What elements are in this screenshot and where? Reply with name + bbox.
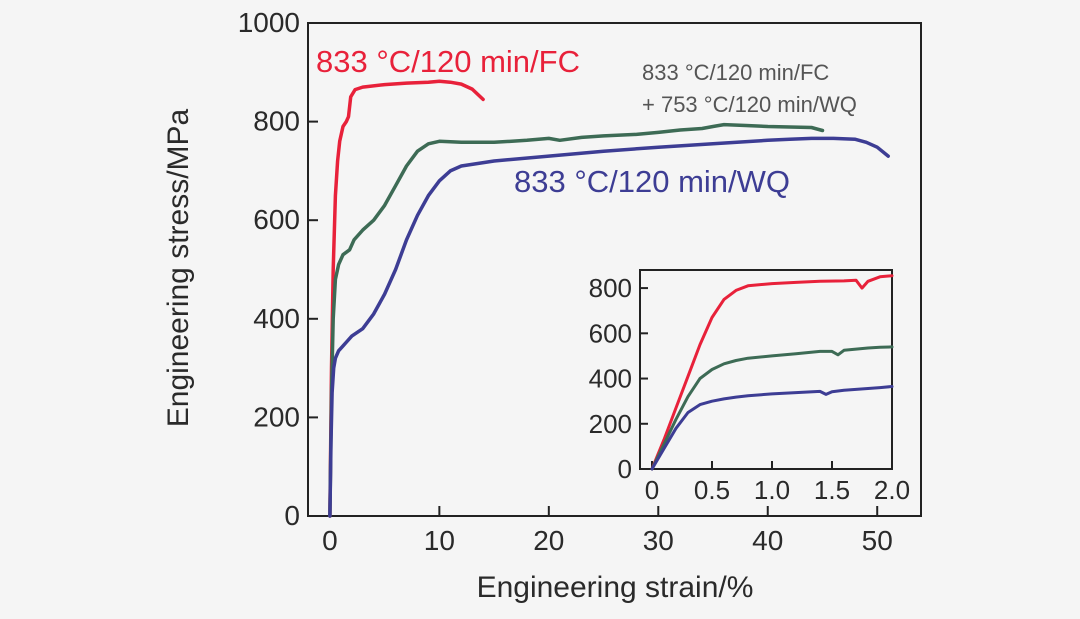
inset-axes-box bbox=[639, 269, 893, 470]
main-plot-frame bbox=[307, 22, 922, 517]
inset-x-tick-label: 1.0 bbox=[754, 475, 790, 505]
main-y-tick-label: 600 bbox=[253, 204, 300, 235]
main-series-line-2 bbox=[328, 136, 890, 518]
inset-y-tick-label: 600 bbox=[589, 318, 632, 348]
main-x-tick-label: 30 bbox=[643, 525, 674, 556]
series-label-fc-wq-line2: + 753 °C/120 min/WQ bbox=[642, 92, 857, 117]
inset-y-tick-label: 200 bbox=[589, 409, 632, 439]
inset-x-tick-label: 2.0 bbox=[874, 475, 910, 505]
main-x-tick-label: 20 bbox=[533, 525, 564, 556]
main-tick-layer: 0 10 20 30 40 50 0 200 400 600 800 1000 bbox=[238, 7, 893, 556]
main-y-tick-label: 200 bbox=[253, 401, 300, 432]
inset-x-tick-label: 0.5 bbox=[694, 475, 730, 505]
series-label-fc-wq-line1: 833 °C/120 min/FC bbox=[642, 60, 829, 85]
inset-x-tick-label: 1.5 bbox=[814, 475, 850, 505]
y-axis-title: Engineering stress/MPa bbox=[162, 108, 195, 427]
inset-y-tick-label: 0 bbox=[618, 454, 632, 484]
inset-x-tick-label: 0 bbox=[645, 475, 659, 505]
inset-y-tick-label: 800 bbox=[589, 273, 632, 303]
inset-plot-frame bbox=[639, 269, 893, 470]
inset-series-line-0 bbox=[650, 274, 894, 471]
main-series-line-1 bbox=[328, 122, 825, 518]
main-x-tick-label: 50 bbox=[862, 525, 893, 556]
x-axis-title: Engineering strain/% bbox=[477, 571, 754, 604]
main-y-tick-label: 800 bbox=[253, 106, 300, 137]
inset-background bbox=[640, 270, 892, 469]
main-series-line-0 bbox=[328, 79, 485, 518]
inset-series-layer bbox=[650, 274, 894, 471]
inset-y-tick-label: 400 bbox=[589, 364, 632, 394]
main-x-tick-label: 10 bbox=[424, 525, 455, 556]
main-x-tick-label: 40 bbox=[752, 525, 783, 556]
main-x-tick-label: 0 bbox=[322, 525, 338, 556]
series-label-fc: 833 °C/120 min/FC bbox=[316, 44, 580, 79]
series-label-wq: 833 °C/120 min/WQ bbox=[514, 164, 790, 199]
main-y-tick-label: 1000 bbox=[238, 7, 300, 38]
inset-series-line-2 bbox=[650, 385, 894, 471]
main-y-tick-label: 400 bbox=[253, 303, 300, 334]
main-y-tick-label: 0 bbox=[284, 500, 300, 531]
inset-series-line-1 bbox=[650, 345, 894, 471]
main-series-layer bbox=[328, 79, 890, 518]
main-axes-box bbox=[307, 22, 922, 517]
inset-tick-layer: 0 0.5 1.0 1.5 2.0 0 200 400 600 800 bbox=[589, 273, 910, 505]
